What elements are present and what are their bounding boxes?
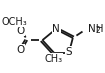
Text: 2: 2 — [95, 26, 100, 35]
Text: O: O — [16, 26, 25, 36]
Text: CH₃: CH₃ — [45, 54, 63, 64]
Text: OCH₃: OCH₃ — [1, 17, 27, 27]
Text: O: O — [16, 45, 25, 55]
Text: N: N — [52, 24, 60, 34]
Text: S: S — [66, 47, 72, 57]
Text: NH: NH — [88, 24, 103, 34]
